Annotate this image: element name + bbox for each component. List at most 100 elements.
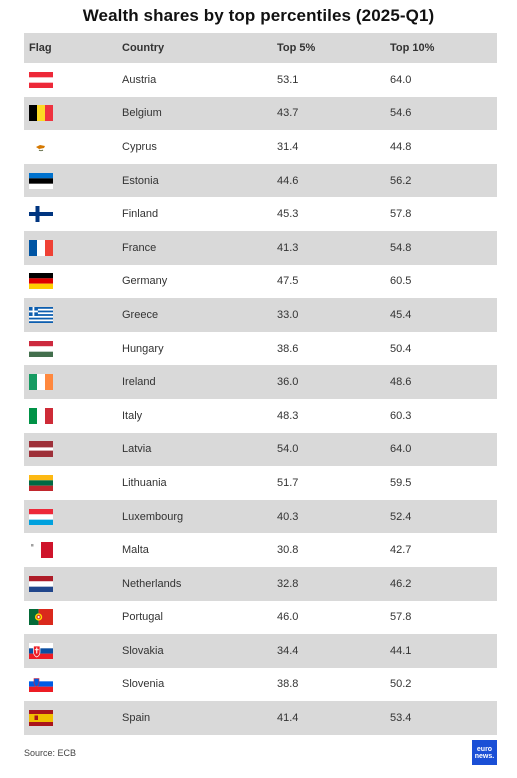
greece-flag-icon: [29, 298, 53, 332]
header-top5: Top 5%: [277, 42, 316, 54]
top5-cell: 46.0: [277, 611, 299, 624]
table-row: Slovakia 34.4 44.1: [24, 634, 497, 668]
top10-cell: 60.5: [390, 275, 412, 288]
country-cell: Portugal: [122, 611, 163, 624]
table-row: Lithuania 51.7 59.5: [24, 466, 497, 500]
top10-cell: 46.2: [390, 577, 412, 590]
top10-cell: 64.0: [390, 73, 412, 86]
top5-cell: 40.3: [277, 510, 299, 523]
country-cell: Austria: [122, 73, 157, 86]
france-flag-icon: [29, 231, 53, 265]
country-cell: Slovenia: [122, 678, 165, 691]
top10-cell: 56.2: [390, 174, 412, 187]
top5-cell: 51.7: [277, 476, 299, 489]
slovenia-flag-icon: [29, 668, 53, 702]
table-row: Estonia 44.6 56.2: [24, 163, 497, 198]
country-cell: Greece: [122, 308, 159, 321]
top5-cell: 41.4: [277, 712, 299, 725]
finland-flag-icon: [29, 197, 53, 231]
country-cell: Belgium: [122, 107, 162, 120]
country-cell: Cyprus: [122, 140, 157, 153]
top5-cell: 47.5: [277, 275, 299, 288]
table-body: Austria 53.1 64.0 Belgium 43.7 54.6 Cyprus 31.4…: [24, 63, 497, 735]
top10-cell: 50.2: [390, 678, 412, 691]
top10-cell: 59.5: [390, 476, 412, 489]
top5-cell: 31.4: [277, 140, 299, 153]
country-cell: Italy: [122, 409, 143, 422]
table-row: Latvia 54.0 64.0: [24, 432, 497, 467]
top5-cell: 43.7: [277, 107, 299, 120]
top10-cell: 42.7: [390, 544, 412, 557]
top5-cell: 53.1: [277, 73, 299, 86]
country-cell: Ireland: [122, 376, 156, 389]
country-cell: Slovakia: [122, 644, 164, 657]
top5-cell: 36.0: [277, 376, 299, 389]
table-row: Germany 47.5 60.5: [24, 264, 497, 299]
table-row: Austria 53.1 64.0: [24, 63, 497, 97]
germany-flag-icon: [29, 265, 53, 299]
top5-cell: 34.4: [277, 644, 299, 657]
top5-cell: 33.0: [277, 308, 299, 321]
header-country: Country: [122, 42, 165, 54]
wealth-table: Flag Country Top 5% Top 10% Austria 53.1 6…: [24, 33, 497, 735]
table-row: Belgium 43.7 54.6: [24, 96, 497, 131]
hungary-flag-icon: [29, 332, 53, 366]
top5-cell: 45.3: [277, 208, 299, 221]
malta-flag-icon: [29, 533, 53, 567]
ireland-flag-icon: [29, 365, 53, 399]
top10-cell: 54.6: [390, 107, 412, 120]
country-cell: Latvia: [122, 443, 152, 456]
italy-flag-icon: [29, 399, 53, 433]
top10-cell: 64.0: [390, 443, 412, 456]
top5-cell: 41.3: [277, 241, 299, 254]
top10-cell: 57.8: [390, 611, 412, 624]
top5-cell: 32.8: [277, 577, 299, 590]
estonia-flag-icon: [29, 164, 53, 198]
top5-cell: 38.6: [277, 342, 299, 355]
table-row: Cyprus 31.4 44.8: [24, 130, 497, 164]
header-top10: Top 10%: [390, 42, 435, 54]
top5-cell: 44.6: [277, 174, 299, 187]
table-row: Portugal 46.0 57.8: [24, 600, 497, 635]
top10-cell: 45.4: [390, 308, 412, 321]
country-cell: Estonia: [122, 174, 159, 187]
country-cell: Finland: [122, 208, 159, 221]
table-row: Italy 48.3 60.3: [24, 398, 497, 433]
country-cell: Luxembourg: [122, 510, 184, 523]
cyprus-flag-icon: [29, 130, 53, 164]
country-cell: Netherlands: [122, 577, 182, 590]
table-row: Finland 45.3 57.8: [24, 197, 497, 231]
table-row: Greece 33.0 45.4: [24, 298, 497, 332]
table-row: Netherlands 32.8 46.2: [24, 566, 497, 601]
table-row: Luxembourg 40.3 52.4: [24, 499, 497, 534]
luxembourg-flag-icon: [29, 500, 53, 534]
top10-cell: 60.3: [390, 409, 412, 422]
logo-line1: euro: [476, 745, 493, 753]
table-row: Ireland 36.0 48.6: [24, 365, 497, 399]
chart-title: Wealth shares by top percentiles (2025-Q…: [82, 6, 435, 25]
top5-cell: 38.8: [277, 678, 299, 691]
country-cell: Hungary: [122, 342, 164, 355]
country-cell: France: [122, 241, 157, 254]
table-header: Flag Country Top 5% Top 10%: [24, 33, 497, 63]
country-cell: Malta: [122, 544, 149, 557]
header-flag: Flag: [29, 42, 52, 54]
table-row: Malta 30.8 42.7: [24, 533, 497, 567]
latvia-flag-icon: [29, 433, 53, 467]
logo-line2: news.: [474, 752, 495, 760]
netherlands-flag-icon: [29, 567, 53, 601]
top5-cell: 48.3: [277, 409, 299, 422]
euronews-logo: euro news.: [472, 740, 497, 765]
spain-flag-icon: [29, 701, 53, 735]
top10-cell: 44.8: [390, 140, 412, 153]
table-row: Spain 41.4 53.4: [24, 701, 497, 735]
austria-flag-icon: [29, 63, 53, 97]
top10-cell: 54.8: [390, 241, 412, 254]
top10-cell: 50.4: [390, 342, 412, 355]
top5-cell: 54.0: [277, 443, 299, 456]
table-row: Slovenia 38.8 50.2: [24, 667, 497, 702]
belgium-flag-icon: [29, 97, 53, 131]
source-note: Source: ECB: [24, 748, 77, 758]
country-cell: Lithuania: [122, 476, 167, 489]
top10-cell: 52.4: [390, 510, 412, 523]
